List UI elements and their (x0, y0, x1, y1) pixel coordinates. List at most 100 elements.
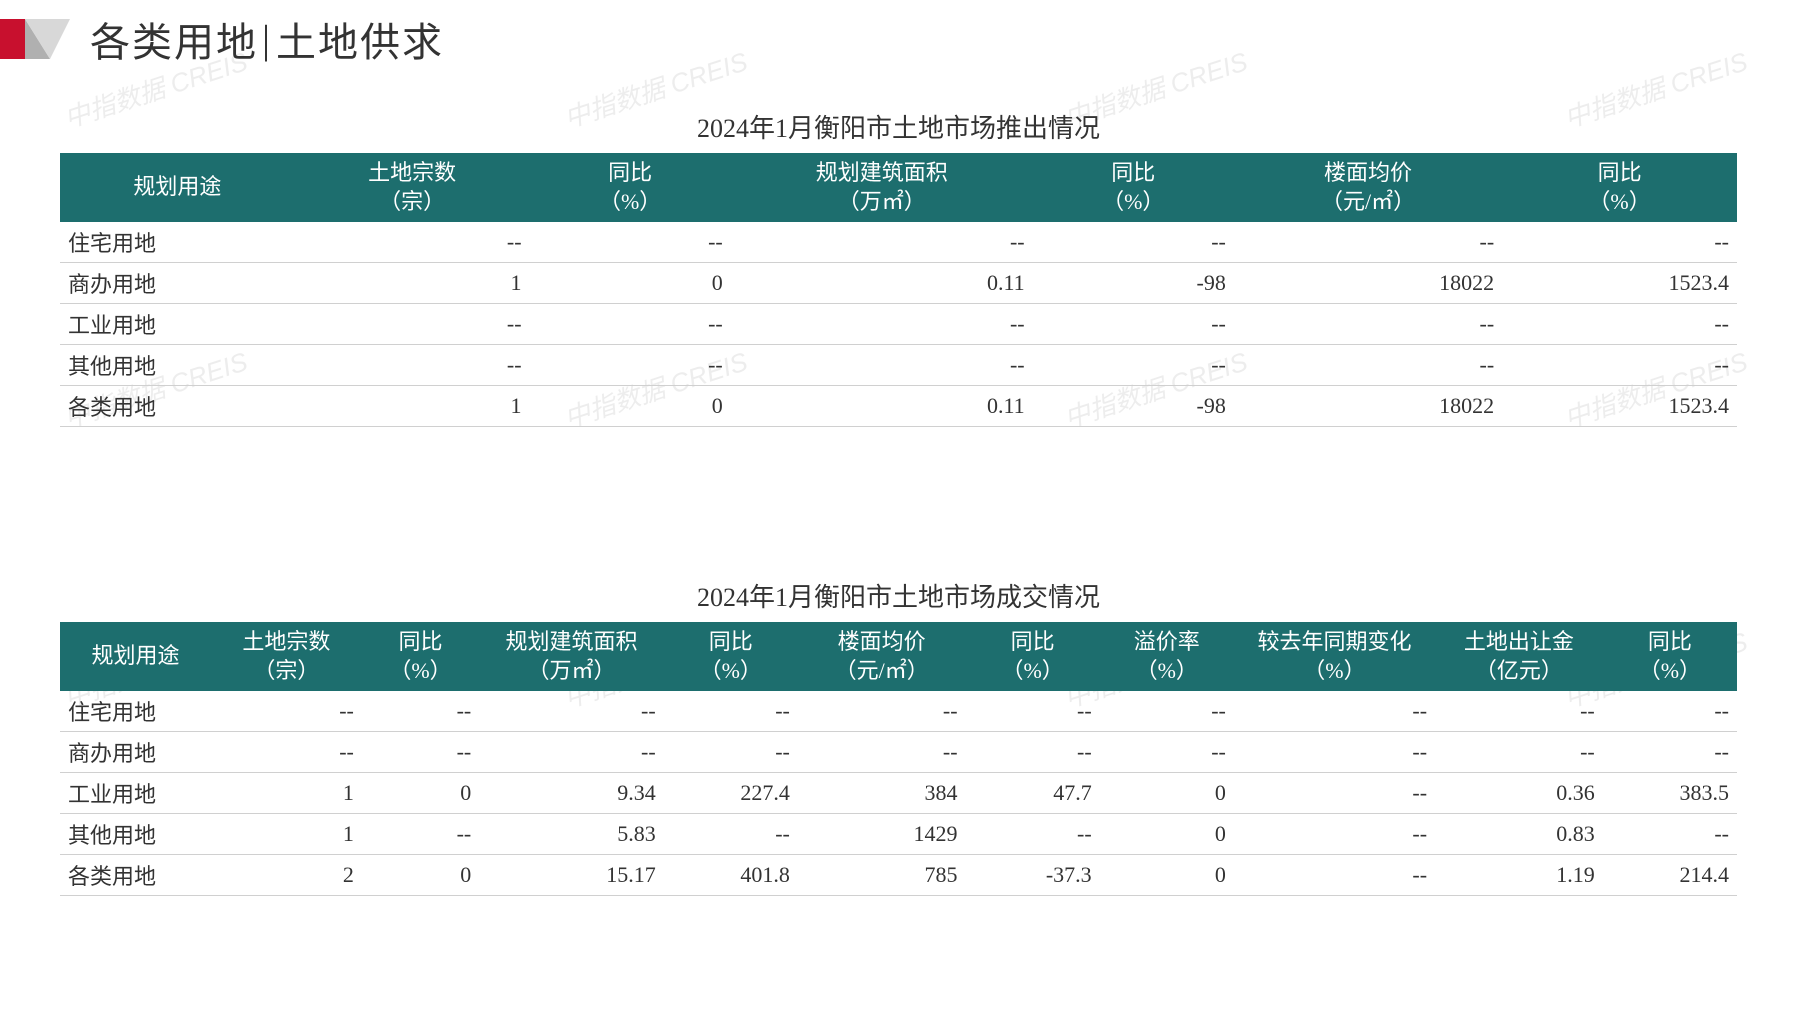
cell-value: -- (1603, 691, 1737, 732)
cell-value: 1 (211, 773, 362, 814)
cell-value: 0 (1100, 855, 1234, 896)
cell-value: -- (664, 691, 798, 732)
table1-title: 2024年1月衡阳市土地市场推出情况 (60, 108, 1737, 145)
cell-value: 401.8 (664, 855, 798, 896)
column-header: 同比（%） (530, 153, 731, 222)
cell-value: 0 (1100, 773, 1234, 814)
cell-value: -- (479, 691, 663, 732)
column-header: 土地出让金（亿元） (1435, 622, 1603, 691)
row-label: 工业用地 (60, 773, 211, 814)
cell-value: -- (798, 732, 966, 773)
cell-value: -98 (1033, 386, 1234, 427)
cell-value: 1523.4 (1502, 263, 1737, 304)
cell-value: -- (1100, 691, 1234, 732)
cell-value: -- (1435, 691, 1603, 732)
cell-value: -37.3 (966, 855, 1100, 896)
cell-value: -- (798, 691, 966, 732)
cell-value: -- (530, 304, 731, 345)
cell-value: -- (1033, 222, 1234, 263)
column-header: 较去年同期变化（%） (1234, 622, 1435, 691)
cell-value: -- (1603, 814, 1737, 855)
cell-value: -- (362, 732, 479, 773)
cell-value: 9.34 (479, 773, 663, 814)
title-divider: | (258, 16, 276, 63)
table-row: 商办用地100.11-98180221523.4 (60, 263, 1737, 304)
cell-value: -- (362, 814, 479, 855)
cell-value: -- (1502, 345, 1737, 386)
row-label: 住宅用地 (60, 691, 211, 732)
row-label: 商办用地 (60, 732, 211, 773)
cell-value: -- (530, 222, 731, 263)
cell-value: 0.83 (1435, 814, 1603, 855)
cell-value: 15.17 (479, 855, 663, 896)
table-supply: 规划用途土地宗数（宗）同比（%）规划建筑面积（万㎡）同比（%）楼面均价（元/㎡）… (60, 153, 1737, 427)
cell-value: 0.36 (1435, 773, 1603, 814)
column-header: 同比（%） (1603, 622, 1737, 691)
section-supply: 2024年1月衡阳市土地市场推出情况 规划用途土地宗数（宗）同比（%）规划建筑面… (60, 108, 1737, 427)
cell-value: -- (1603, 732, 1737, 773)
cell-value: -- (362, 691, 479, 732)
table-row: 住宅用地-------------------- (60, 691, 1737, 732)
column-header: 楼面均价（元/㎡） (798, 622, 966, 691)
cell-value: 0 (530, 386, 731, 427)
cell-value: -- (966, 691, 1100, 732)
page-header: 各类用地 | 土地供求 (0, 0, 1797, 78)
cell-value: 18022 (1234, 386, 1502, 427)
cell-value: 47.7 (966, 773, 1100, 814)
column-header: 规划建筑面积（万㎡） (731, 153, 1033, 222)
column-header: 土地宗数（宗） (211, 622, 362, 691)
cell-value: -- (1033, 304, 1234, 345)
cell-value: 383.5 (1603, 773, 1737, 814)
page-title-left: 各类用地 (90, 10, 258, 68)
row-label: 工业用地 (60, 304, 295, 345)
table-row: 其他用地------------ (60, 345, 1737, 386)
cell-value: 1 (211, 814, 362, 855)
cell-value: -- (530, 345, 731, 386)
cell-value: -- (731, 345, 1033, 386)
table-deal: 规划用途土地宗数（宗）同比（%）规划建筑面积（万㎡）同比（%）楼面均价（元/㎡）… (60, 622, 1737, 896)
column-header: 土地宗数（宗） (295, 153, 530, 222)
table-row: 工业用地------------ (60, 304, 1737, 345)
column-header: 规划用途 (60, 153, 295, 222)
column-header: 同比（%） (664, 622, 798, 691)
cell-value: -- (1234, 222, 1502, 263)
column-header: 溢价率（%） (1100, 622, 1234, 691)
cell-value: 0 (530, 263, 731, 304)
cell-value: 0.11 (731, 263, 1033, 304)
table-row: 各类用地100.11-98180221523.4 (60, 386, 1737, 427)
cell-value: 785 (798, 855, 966, 896)
column-header: 同比（%） (966, 622, 1100, 691)
table-row: 商办用地-------------------- (60, 732, 1737, 773)
cell-value: -- (295, 345, 530, 386)
column-header: 规划建筑面积（万㎡） (479, 622, 663, 691)
cell-value: -- (295, 304, 530, 345)
cell-value: -- (1234, 773, 1435, 814)
row-label: 其他用地 (60, 345, 295, 386)
table2-title: 2024年1月衡阳市土地市场成交情况 (60, 577, 1737, 614)
cell-value: 1 (295, 386, 530, 427)
column-header: 同比（%） (1502, 153, 1737, 222)
cell-value: 384 (798, 773, 966, 814)
cell-value: -- (1100, 732, 1234, 773)
cell-value: -- (966, 732, 1100, 773)
cell-value: 227.4 (664, 773, 798, 814)
cell-value: 1429 (798, 814, 966, 855)
column-header: 规划用途 (60, 622, 211, 691)
cell-value: -- (1234, 304, 1502, 345)
page-title-right: 土地供求 (276, 10, 444, 68)
logo-icon (0, 19, 70, 59)
cell-value: 1.19 (1435, 855, 1603, 896)
cell-value: -98 (1033, 263, 1234, 304)
table-row: 其他用地1--5.83--1429--0--0.83-- (60, 814, 1737, 855)
cell-value: -- (966, 814, 1100, 855)
cell-value: 0 (362, 855, 479, 896)
cell-value: -- (664, 732, 798, 773)
cell-value: -- (1435, 732, 1603, 773)
table-row: 住宅用地------------ (60, 222, 1737, 263)
cell-value: -- (1502, 222, 1737, 263)
table-row: 各类用地2015.17401.8785-37.30--1.19214.4 (60, 855, 1737, 896)
cell-value: -- (1234, 691, 1435, 732)
cell-value: -- (664, 814, 798, 855)
cell-value: -- (731, 304, 1033, 345)
cell-value: -- (211, 691, 362, 732)
